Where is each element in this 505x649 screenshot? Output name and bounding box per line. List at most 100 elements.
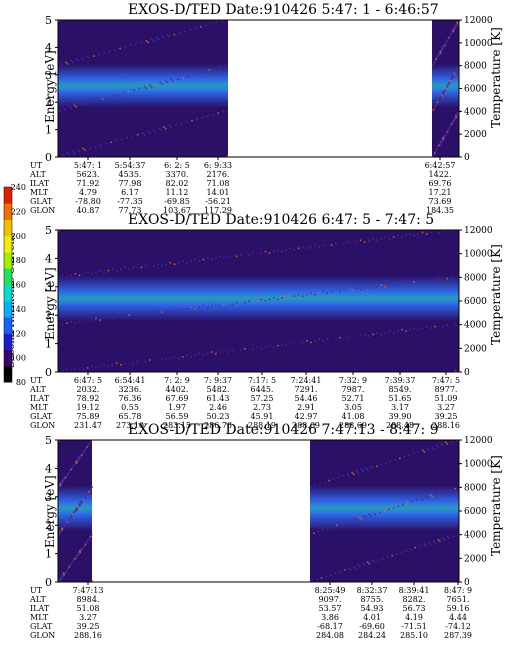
noise-dot xyxy=(334,338,337,340)
cell-ilat: 57.25 xyxy=(251,394,274,403)
noise-dot xyxy=(376,332,378,334)
noise-dot xyxy=(75,462,78,464)
colorbar-swatch xyxy=(4,317,12,334)
noise-dot xyxy=(359,566,361,568)
noise-dot xyxy=(73,152,76,154)
noise-dot xyxy=(433,107,435,110)
noise-dot xyxy=(326,527,329,530)
noise-dot xyxy=(322,290,325,293)
noise-dot xyxy=(391,554,393,557)
noise-dot xyxy=(268,344,271,347)
noise-dot xyxy=(306,247,308,250)
cell-ut: 6:42:57 xyxy=(425,161,456,170)
emission-band xyxy=(58,275,459,321)
cell-glat: 56.59 xyxy=(166,412,189,421)
noise-dot xyxy=(457,67,459,70)
noise-dot xyxy=(66,63,69,65)
cell-ut: 6: 2: 5 xyxy=(164,161,190,170)
noise-dot xyxy=(445,132,448,134)
noise-dot xyxy=(443,489,446,491)
cell-alt: 3236. xyxy=(119,385,142,394)
noise-dot xyxy=(157,263,159,266)
noise-dot xyxy=(455,26,457,28)
noise-dot xyxy=(192,73,195,76)
ytick-right-label: 10000 xyxy=(464,250,493,260)
noise-dot xyxy=(65,522,68,525)
noise-dot xyxy=(429,494,432,496)
noise-dot xyxy=(239,349,242,352)
ytick-right-label: 4000 xyxy=(464,531,487,541)
noise-dot xyxy=(78,553,80,555)
noise-dot xyxy=(62,274,64,277)
cell-alt: 6445. xyxy=(251,385,274,394)
row-label: MLT xyxy=(30,613,49,622)
noise-dot xyxy=(252,348,254,350)
noise-dot xyxy=(448,35,451,37)
noise-dot xyxy=(384,236,387,238)
cell-ilat: 76.36 xyxy=(119,394,142,403)
noise-dot xyxy=(281,343,283,345)
noise-dot xyxy=(73,511,75,514)
noise-dot xyxy=(114,49,116,51)
noise-dot xyxy=(425,233,428,235)
noise-dot xyxy=(154,130,156,133)
noise-dot xyxy=(448,81,451,84)
noise-dot xyxy=(346,473,349,476)
noise-dot xyxy=(73,463,75,466)
noise-dot xyxy=(453,73,456,76)
noise-dot xyxy=(421,231,424,234)
noise-dot xyxy=(437,146,439,148)
cell-ilat: 61.43 xyxy=(207,394,230,403)
noise-dot xyxy=(74,368,77,371)
noise-dot xyxy=(74,556,77,558)
noise-dot xyxy=(66,368,68,371)
noise-dot xyxy=(445,87,447,90)
noise-dot xyxy=(363,564,366,566)
noise-dot xyxy=(411,500,413,503)
noise-dot xyxy=(425,325,428,328)
noise-dot xyxy=(76,556,78,558)
noise-dot xyxy=(447,84,449,87)
noise-dot xyxy=(313,532,315,535)
noise-dot xyxy=(148,312,151,315)
noise-dot xyxy=(58,276,60,278)
noise-dot xyxy=(448,127,450,130)
noise-dot xyxy=(434,106,436,108)
noise-dot xyxy=(443,46,445,48)
noise-dot xyxy=(140,266,143,269)
noise-dot xyxy=(58,532,60,535)
noise-dot xyxy=(372,287,374,289)
noise-dot xyxy=(388,508,390,511)
noise-dot xyxy=(111,364,114,366)
noise-dot xyxy=(329,574,332,576)
cell-glon: 117.29 xyxy=(204,206,232,215)
noise-dot xyxy=(76,507,78,509)
noise-dot xyxy=(402,503,404,506)
cell-alt: 7291. xyxy=(295,385,318,394)
cell-ilat: 52.71 xyxy=(342,394,365,403)
noise-dot xyxy=(435,149,438,151)
noise-dot xyxy=(161,35,163,37)
noise-dot xyxy=(452,535,455,538)
cell-glat: 75.89 xyxy=(77,412,100,421)
cell-alt: 8549. xyxy=(389,385,412,394)
noise-dot xyxy=(79,551,81,554)
noise-dot xyxy=(61,577,63,579)
noise-dot xyxy=(72,465,74,468)
noise-dot xyxy=(354,567,357,570)
noise-dot xyxy=(178,32,181,34)
noise-dot xyxy=(129,44,132,47)
noise-dot xyxy=(365,516,367,519)
ytick-right-label: 0 xyxy=(464,368,470,378)
noise-dot xyxy=(80,548,82,550)
colorbar-swatch xyxy=(4,187,12,204)
noise-dot xyxy=(226,155,228,157)
noise-dot xyxy=(439,98,442,101)
noise-dot xyxy=(442,92,445,94)
noise-dot xyxy=(69,470,71,472)
noise-dot xyxy=(379,511,381,514)
noise-dot xyxy=(405,550,407,552)
cell-glat: -69.85 xyxy=(164,197,190,206)
noise-dot xyxy=(77,505,79,507)
noise-dot xyxy=(189,29,191,31)
